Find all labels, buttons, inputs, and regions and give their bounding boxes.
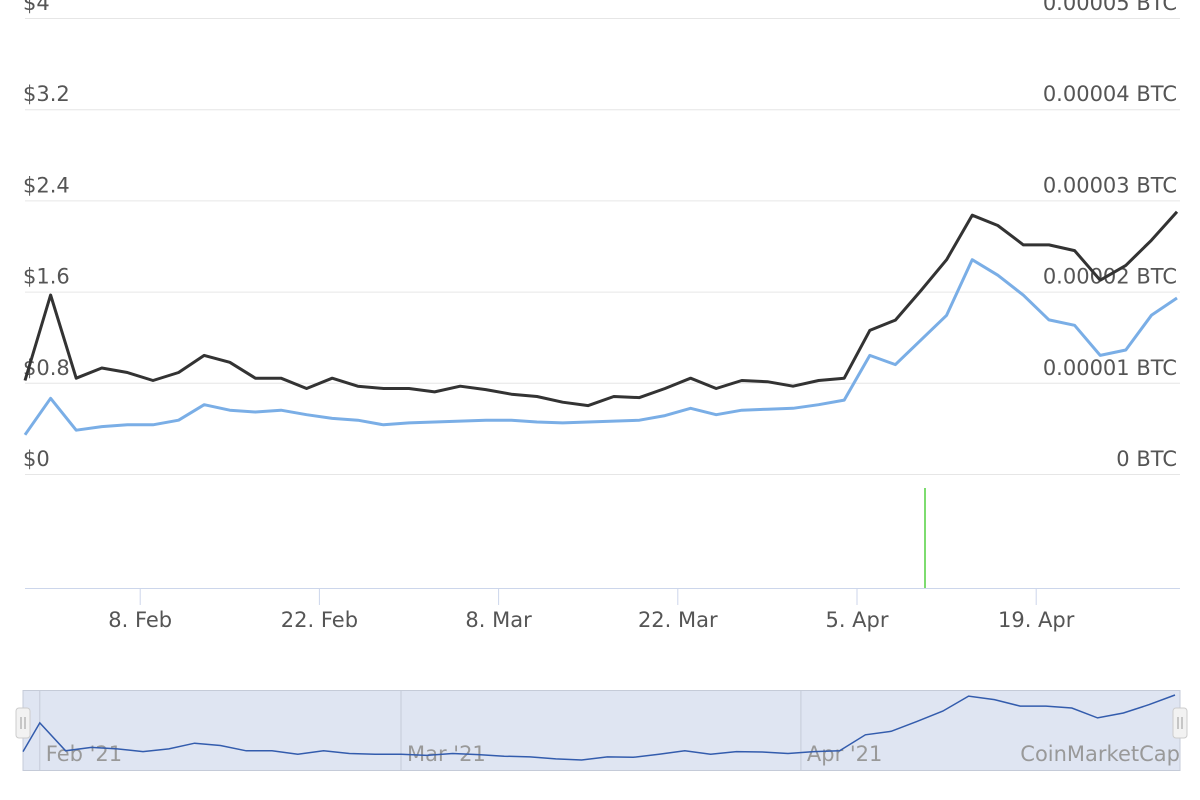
x-tick-label: 22. Mar: [638, 608, 718, 632]
y-tick-label: $4: [23, 0, 50, 15]
price-line: [23, 210, 1179, 408]
navigator-handle[interactable]: [15, 707, 31, 739]
y-tick-label: $1.6: [23, 265, 70, 289]
y-tick-label: $0: [23, 447, 50, 471]
y2-tick-label: 0.00003 BTC: [1043, 173, 1177, 197]
watermark: CoinMarketCap: [1020, 742, 1180, 766]
y2-tick-label: 0.00004 BTC: [1043, 82, 1177, 106]
navigator-label: Apr '21: [807, 742, 883, 766]
x-tick-label: 5. Apr: [825, 608, 888, 632]
navigator-line: [22, 694, 1176, 761]
y2-tick-label: 0.00001 BTC: [1043, 356, 1177, 380]
x-tick-label: 8. Feb: [108, 608, 172, 632]
y2-tick-label: 0.00005 BTC: [1043, 0, 1177, 15]
navigator[interactable]: Feb '21 Mar '21 Apr '21 CoinMarketCap: [15, 690, 1188, 771]
navigator-handle[interactable]: [1172, 707, 1188, 739]
price-line: [23, 258, 1178, 436]
x-tick-label: 22. Feb: [281, 608, 358, 632]
y2-tick-label: 0.00002 BTC: [1043, 265, 1177, 289]
y-tick-label: $2.4: [23, 173, 70, 197]
navigator-label: Feb '21: [46, 742, 122, 766]
x-tick-label: 19. Apr: [998, 608, 1075, 632]
x-tick-label: 8. Mar: [465, 608, 532, 632]
y2-tick-label: 0 BTC: [1116, 447, 1177, 471]
y-tick-label: $3.2: [23, 82, 70, 106]
